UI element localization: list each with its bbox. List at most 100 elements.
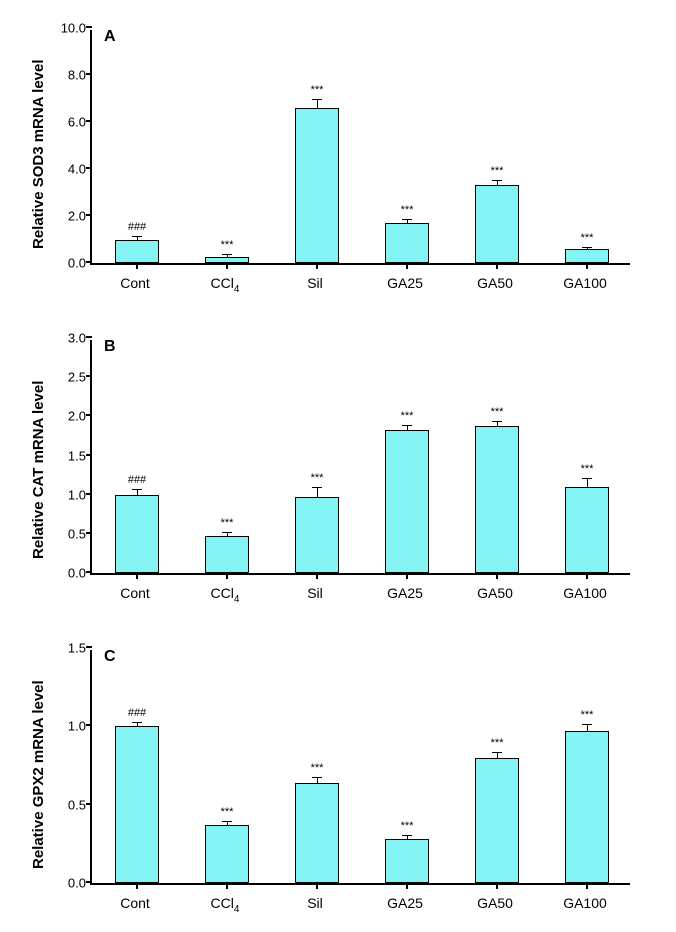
significance-label: ### [128,708,146,719]
x-category-label: GA100 [563,585,607,601]
ytick-label: 0.5 [68,526,92,541]
bar [565,249,608,263]
ytick-mark [86,724,92,726]
xtick-mark [406,263,408,269]
panel-C: 0.00.51.01.5###***************ContCCl4Si… [0,630,676,925]
significance-label: *** [311,85,324,96]
x-category-label: GA25 [387,585,423,601]
significance-label: *** [221,807,234,818]
ytick-mark [86,336,92,338]
significance-label: *** [311,763,324,774]
bar [475,758,518,883]
error-cap [132,236,142,237]
bar [115,495,158,573]
ytick-mark [86,881,92,883]
bar [385,430,428,573]
ytick-label: 6.0 [68,115,92,130]
y-axis-label: Relative SOD3 mRNA level [30,59,47,249]
ytick-mark [86,532,92,534]
bar [205,825,248,883]
ytick-mark [86,375,92,377]
xtick-mark [316,573,318,579]
xtick-mark [136,573,138,579]
ytick-mark [86,120,92,122]
xtick-mark [136,263,138,269]
significance-label: *** [491,166,504,177]
plot-area: 0.00.51.01.5###*************** [90,650,630,885]
significance-label: *** [221,518,234,529]
xtick-mark [136,883,138,889]
bar [385,223,428,263]
error-cap [402,835,412,836]
x-category-label: Cont [120,585,150,601]
error-cap [492,421,502,422]
error-bar [587,725,588,731]
bar [295,108,338,263]
bar [475,185,518,263]
error-bar [407,220,408,222]
error-bar [407,426,408,431]
error-cap [222,821,232,822]
xtick-mark [406,883,408,889]
x-category-label: Sil [307,275,323,291]
error-cap [582,247,592,248]
x-category-label: GA50 [477,585,513,601]
significance-label: *** [491,738,504,749]
xtick-mark [496,573,498,579]
y-axis-label: Relative CAT mRNA level [30,380,47,558]
ytick-label: 2.5 [68,370,92,385]
panel-tag: A [104,28,116,46]
ytick-label: 4.0 [68,162,92,177]
x-category-label: GA50 [477,275,513,291]
x-category-label: GA25 [387,895,423,911]
error-bar [137,237,138,239]
ytick-label: 1.5 [68,448,92,463]
ytick-mark [86,167,92,169]
xtick-mark [496,883,498,889]
ytick-label: 2.0 [68,409,92,424]
error-cap [312,99,322,100]
xtick-mark [316,883,318,889]
bar [385,839,428,883]
xtick-mark [586,573,588,579]
x-category-label: GA25 [387,275,423,291]
ytick-label: 1.5 [68,641,92,656]
x-category-label: GA100 [563,275,607,291]
error-cap [222,254,232,255]
panel-tag: B [104,338,116,356]
ytick-mark [86,803,92,805]
error-bar [317,778,318,783]
error-cap [312,777,322,778]
bar [115,726,158,883]
x-category-label: CCl4 [211,585,240,605]
significance-label: *** [491,407,504,418]
ytick-mark [86,214,92,216]
error-bar [317,488,318,497]
significance-label: *** [401,411,414,422]
error-bar [497,422,498,426]
ytick-mark [86,414,92,416]
error-bar [587,479,588,487]
bar [295,497,338,573]
bar [115,240,158,264]
significance-label: *** [311,473,324,484]
ytick-label: 1.0 [68,487,92,502]
x-category-label: GA100 [563,895,607,911]
xtick-mark [406,573,408,579]
ytick-mark [86,73,92,75]
x-category-label: Cont [120,895,150,911]
xtick-mark [496,263,498,269]
significance-label: *** [581,233,594,244]
x-category-label: CCl4 [211,895,240,915]
ytick-label: 0.0 [68,876,92,891]
error-cap [132,489,142,490]
panel-B: 0.00.51.01.52.02.53.0###***************C… [0,320,676,615]
error-bar [407,836,408,839]
xtick-mark [226,263,228,269]
ytick-mark [86,261,92,263]
error-bar [137,723,138,726]
error-cap [492,752,502,753]
bar [565,731,608,883]
xtick-mark [316,263,318,269]
error-bar [497,753,498,758]
